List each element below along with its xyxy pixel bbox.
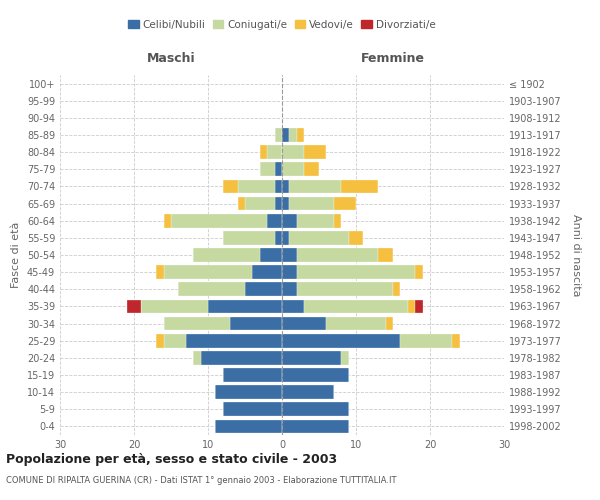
Bar bbox=[282, 351, 341, 364]
Bar bbox=[245, 282, 282, 296]
Bar bbox=[245, 196, 275, 210]
Bar bbox=[260, 248, 282, 262]
Bar bbox=[186, 334, 282, 347]
Bar bbox=[334, 214, 341, 228]
Bar bbox=[341, 180, 378, 194]
Bar bbox=[230, 316, 282, 330]
Bar bbox=[386, 316, 393, 330]
Bar bbox=[349, 231, 364, 244]
Bar bbox=[393, 282, 400, 296]
Bar bbox=[400, 334, 452, 347]
Bar bbox=[282, 248, 297, 262]
Bar bbox=[297, 128, 304, 142]
Bar bbox=[275, 180, 282, 194]
Bar bbox=[452, 334, 460, 347]
Bar bbox=[282, 386, 334, 399]
Bar bbox=[260, 162, 275, 176]
Bar bbox=[171, 214, 267, 228]
Bar bbox=[253, 266, 282, 279]
Bar bbox=[282, 316, 326, 330]
Bar bbox=[304, 146, 326, 159]
Text: Femmine: Femmine bbox=[361, 52, 425, 65]
Bar bbox=[334, 196, 356, 210]
Bar bbox=[408, 300, 415, 314]
Bar bbox=[282, 231, 289, 244]
Bar bbox=[127, 300, 142, 314]
Bar bbox=[289, 180, 341, 194]
Bar bbox=[223, 180, 238, 194]
Bar bbox=[282, 128, 289, 142]
Bar bbox=[223, 402, 282, 416]
Bar bbox=[282, 162, 304, 176]
Bar bbox=[267, 146, 282, 159]
Bar bbox=[164, 316, 230, 330]
Bar bbox=[275, 162, 282, 176]
Text: COMUNE DI RIPALTA GUERINA (CR) - Dati ISTAT 1° gennaio 2003 - Elaborazione TUTTI: COMUNE DI RIPALTA GUERINA (CR) - Dati IS… bbox=[6, 476, 397, 485]
Bar bbox=[282, 266, 297, 279]
Bar bbox=[267, 214, 282, 228]
Bar bbox=[326, 316, 386, 330]
Bar bbox=[260, 146, 267, 159]
Bar bbox=[164, 214, 171, 228]
Bar bbox=[415, 266, 422, 279]
Bar bbox=[275, 231, 282, 244]
Bar bbox=[282, 420, 349, 434]
Bar bbox=[297, 248, 378, 262]
Bar bbox=[215, 420, 282, 434]
Bar bbox=[275, 196, 282, 210]
Bar bbox=[282, 180, 289, 194]
Legend: Celibi/Nubili, Coniugati/e, Vedovi/e, Divorziati/e: Celibi/Nubili, Coniugati/e, Vedovi/e, Di… bbox=[124, 16, 440, 34]
Bar bbox=[297, 266, 415, 279]
Y-axis label: Fasce di età: Fasce di età bbox=[11, 222, 21, 288]
Bar bbox=[282, 402, 349, 416]
Y-axis label: Anni di nascita: Anni di nascita bbox=[571, 214, 581, 296]
Bar bbox=[164, 266, 253, 279]
Bar bbox=[178, 282, 245, 296]
Bar bbox=[238, 196, 245, 210]
Bar bbox=[282, 334, 400, 347]
Bar bbox=[193, 351, 200, 364]
Bar bbox=[282, 196, 289, 210]
Bar bbox=[304, 162, 319, 176]
Bar bbox=[208, 300, 282, 314]
Bar bbox=[282, 146, 304, 159]
Bar bbox=[200, 351, 282, 364]
Bar bbox=[164, 334, 186, 347]
Bar bbox=[156, 266, 164, 279]
Bar bbox=[282, 300, 304, 314]
Bar bbox=[297, 282, 393, 296]
Bar bbox=[297, 214, 334, 228]
Bar bbox=[282, 282, 297, 296]
Text: Maschi: Maschi bbox=[146, 52, 196, 65]
Bar bbox=[156, 334, 164, 347]
Text: Popolazione per età, sesso e stato civile - 2003: Popolazione per età, sesso e stato civil… bbox=[6, 452, 337, 466]
Bar bbox=[238, 180, 275, 194]
Bar bbox=[275, 128, 282, 142]
Bar bbox=[223, 368, 282, 382]
Bar bbox=[289, 128, 297, 142]
Bar bbox=[289, 196, 334, 210]
Bar bbox=[378, 248, 393, 262]
Bar bbox=[282, 214, 297, 228]
Bar bbox=[193, 248, 260, 262]
Bar bbox=[282, 368, 349, 382]
Bar bbox=[341, 351, 349, 364]
Bar bbox=[289, 231, 349, 244]
Bar bbox=[223, 231, 275, 244]
Bar bbox=[142, 300, 208, 314]
Bar bbox=[415, 300, 422, 314]
Bar bbox=[215, 386, 282, 399]
Bar bbox=[304, 300, 408, 314]
